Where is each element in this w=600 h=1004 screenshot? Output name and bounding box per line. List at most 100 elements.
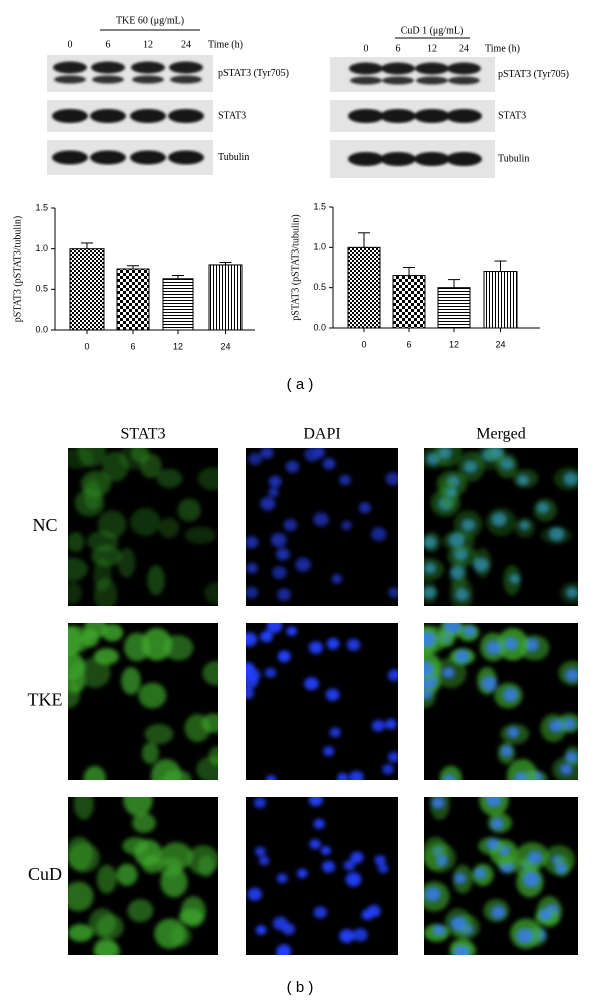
nucleus: [560, 764, 572, 775]
nucleus: [358, 502, 371, 514]
nucleus: [548, 527, 565, 542]
nucleus: [455, 588, 469, 601]
cytoplasm: [124, 632, 151, 662]
cytoplasm: [151, 758, 182, 780]
nucleus: [339, 474, 351, 486]
cell-layer: [424, 623, 578, 780]
nucleus: [486, 641, 501, 654]
nucleus: [491, 906, 505, 919]
nucleus: [268, 475, 282, 488]
nucleus: [450, 916, 467, 931]
nucleus: [450, 566, 465, 579]
row-label: STAT3: [498, 110, 526, 121]
nucleus: [549, 719, 563, 732]
bar: [69, 248, 105, 331]
cells: [68, 797, 218, 955]
nucleus: [277, 650, 291, 663]
treatment-label: TKE 60 (μg/mL): [116, 15, 184, 26]
column-label: DAPI: [303, 426, 340, 443]
band: [92, 75, 124, 84]
row-label: Tubulin: [498, 153, 529, 164]
nucleus: [491, 818, 503, 829]
cytoplasm: [141, 742, 159, 765]
nucleus: [313, 512, 329, 527]
nucleus: [361, 909, 374, 920]
cytoplasm: [197, 855, 215, 878]
nucleus: [425, 887, 441, 901]
blot-bands: [348, 109, 482, 123]
nucleus: [382, 764, 394, 775]
cytoplasm: [141, 628, 173, 661]
nucleus: [555, 863, 567, 874]
nucleus: [448, 532, 465, 548]
nucleus: [432, 797, 445, 809]
row-label: pSTAT3 (Tyr705): [218, 68, 289, 79]
cytoplasm: [197, 467, 218, 491]
bar: [483, 271, 518, 329]
cytoplasm: [160, 866, 188, 898]
nucleus: [473, 557, 489, 572]
nucleus: [246, 632, 258, 647]
nucleus: [286, 626, 298, 636]
blot-bands: [349, 62, 481, 85]
cytoplasm: [93, 648, 120, 665]
nucleus: [322, 860, 336, 873]
cytoplasm: [156, 468, 183, 488]
nucleus: [474, 868, 486, 879]
band: [414, 152, 450, 166]
cell-layer: [68, 623, 218, 780]
nucleus: [260, 448, 274, 459]
nucleus: [486, 797, 501, 807]
nucleus: [563, 472, 578, 486]
y-tick-label: 0.5: [313, 282, 326, 292]
nucleus: [436, 855, 448, 866]
cytoplasm: [204, 581, 218, 605]
blot-bands: [52, 109, 204, 123]
panel-label: ( a ): [287, 376, 314, 393]
nucleus: [353, 928, 368, 942]
band: [415, 62, 449, 75]
nucleus: [276, 873, 288, 884]
cytoplasm: [117, 547, 136, 578]
nucleus: [491, 512, 507, 527]
nucleus: [523, 872, 540, 887]
y-tick-label: 0.0: [313, 322, 326, 332]
nucleus: [500, 457, 514, 470]
y-axis-label: pSTAT3 (pSTAT3/tubulin): [12, 216, 23, 322]
nucleus: [424, 632, 436, 647]
nucleus: [503, 688, 518, 701]
band: [168, 150, 204, 165]
cytoplasm: [178, 908, 204, 926]
y-tick-label: 1.0: [313, 242, 326, 252]
nucleus: [345, 872, 362, 887]
nucleus: [246, 562, 258, 574]
band: [446, 109, 482, 123]
nucleus: [464, 626, 476, 636]
nucleus: [424, 536, 437, 549]
cytoplasm: [116, 863, 138, 886]
band: [54, 75, 86, 84]
nucleus: [276, 547, 290, 561]
x-tick-label: 6: [406, 339, 411, 349]
cytoplasm: [96, 864, 117, 894]
band: [446, 152, 482, 166]
y-tick-label: 0.0: [35, 324, 48, 334]
cytoplasm: [507, 758, 538, 780]
nucleus: [509, 574, 521, 584]
nucleus: [454, 947, 469, 955]
nucleus: [519, 520, 530, 531]
cytoplasm: [202, 660, 218, 686]
nucleus: [387, 669, 398, 682]
cytoplasm: [68, 625, 91, 654]
y-tick-label: 1.5: [313, 201, 326, 211]
lane-label: 0: [68, 39, 73, 50]
nucleus: [270, 532, 287, 548]
nucleus: [331, 574, 343, 584]
nucleus: [248, 452, 262, 466]
cytoplasm: [158, 517, 180, 538]
cell-layer: [68, 448, 218, 606]
cells: [424, 797, 576, 955]
y-axis-label: pSTAT3 (pSTAT3/tubulin): [290, 214, 301, 320]
x-tick-label: 6: [130, 341, 135, 351]
nucleus: [566, 587, 578, 599]
